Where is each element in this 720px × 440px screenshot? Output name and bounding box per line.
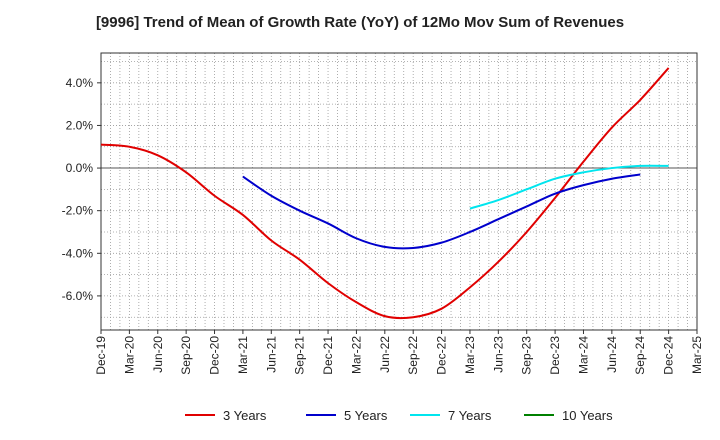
x-tick-label: Dec-20 [208,336,222,375]
x-tick-label: Dec-19 [94,336,108,375]
chart-title: [9996] Trend of Mean of Growth Rate (YoY… [95,14,625,31]
x-tick-label: Jun-20 [151,336,165,373]
series-line-3-years [100,67,670,320]
legend-label: 7 Years [448,408,492,423]
x-tick-label: Mar-24 [576,336,590,374]
x-tick-label: Mar-20 [122,336,136,374]
x-tick-label: Dec-21 [321,336,335,375]
x-tick-label: Mar-21 [236,336,250,374]
y-tick-label: -6.0% [62,289,94,303]
x-tick-label: Sep-23 [520,336,534,375]
legend-label: 5 Years [344,408,388,423]
x-tick-label: Sep-20 [179,336,193,375]
x-tick-label: Dec-23 [548,336,562,375]
series-line-5-years [242,173,641,250]
y-tick-label: 2.0% [66,118,94,132]
x-tick-label: Dec-24 [662,336,676,375]
plot-area [101,53,697,330]
x-tick-label: Mar-22 [349,336,363,374]
x-tick-label: Dec-22 [435,336,449,375]
x-tick-label: Sep-22 [406,336,420,375]
x-tick-label: Jun-22 [378,336,392,373]
y-tick-label: -4.0% [62,246,94,260]
x-tick-label: Sep-21 [293,336,307,375]
y-tick-label: 4.0% [66,76,94,90]
x-tick-label: Sep-24 [633,336,647,375]
legend-label: 3 Years [223,408,267,423]
y-tick-label: -2.0% [62,204,94,218]
x-tick-label: Jun-21 [264,336,278,373]
series-line-7-years [469,164,669,210]
x-tick-label: Jun-23 [491,336,505,373]
x-tick-label: Mar-23 [463,336,477,374]
y-tick-label: 0.0% [66,161,94,175]
x-tick-label: Mar-25 [690,336,704,374]
plot-border [100,52,698,331]
legend-label: 10 Years [562,408,613,423]
x-tick-label: Jun-24 [605,336,619,373]
